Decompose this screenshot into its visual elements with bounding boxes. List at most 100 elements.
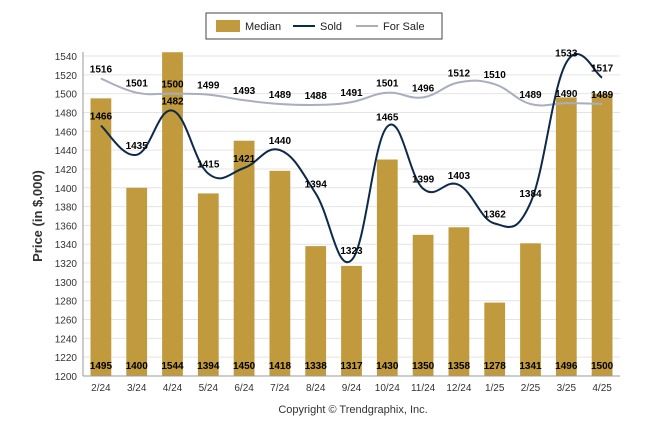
line-layer [100, 53, 603, 264]
bar-median [341, 265, 362, 376]
y-tick-label: 1340 [55, 240, 78, 251]
legend-label-median: Median [245, 21, 281, 33]
x-tick-label: 3/25 [557, 383, 577, 394]
bar-median [412, 234, 434, 376]
x-tick-label: 5/24 [199, 383, 219, 394]
bar-data-label: 1544 [161, 361, 184, 372]
bar-data-label: 1278 [484, 361, 507, 372]
bar-median [126, 187, 148, 376]
bar-data-label: 1338 [305, 361, 328, 372]
point-label-sold: 1440 [269, 136, 292, 147]
bar-data-label: 1495 [90, 361, 113, 372]
bar-data-label: 1496 [555, 361, 578, 372]
x-tick-label: 9/24 [342, 383, 362, 394]
bar-median [305, 246, 327, 376]
bar-median [162, 52, 183, 377]
line-sold [100, 53, 603, 264]
bar-median [376, 159, 398, 376]
point-label-sold: 1362 [484, 210, 507, 221]
point-label-for-sale: 1493 [233, 86, 256, 97]
y-tick-label: 1420 [55, 165, 78, 176]
point-label-sold: 1323 [340, 246, 363, 257]
bar-median [448, 227, 470, 376]
point-label-sold: 1415 [197, 160, 220, 171]
point-label-sold: 1482 [161, 97, 184, 108]
point-label-sold: 1435 [126, 141, 149, 152]
point-label-for-sale: 1516 [90, 65, 113, 76]
point-label-for-sale: 1512 [448, 68, 471, 79]
bar-median [555, 97, 577, 376]
point-label-sold: 1403 [448, 171, 471, 182]
point-label-sold: 1465 [376, 113, 399, 124]
legend-label-sold: Sold [320, 21, 342, 33]
x-tick-label: 1/25 [485, 383, 505, 394]
bar-median [591, 93, 613, 376]
x-tick-label: 12/24 [446, 383, 471, 394]
bar-data-label: 1341 [519, 361, 542, 372]
y-tick-label: 1460 [55, 127, 78, 138]
point-label-sold: 1533 [555, 49, 578, 60]
y-tick-label: 1360 [55, 221, 78, 232]
point-label-for-sale: 1489 [519, 90, 542, 101]
x-tick-label: 10/24 [375, 383, 400, 394]
bar-median [233, 140, 255, 376]
point-label-sold: 1394 [305, 179, 328, 190]
bar-data-label: 1430 [376, 361, 399, 372]
point-label-sold: 1517 [591, 64, 614, 75]
y-tick-label: 1240 [55, 334, 78, 345]
label-layer: 1495 1400 1544 1394 1450 1418 1338 1317 1430 1350… [90, 49, 614, 372]
bar-data-label: 1418 [269, 361, 292, 372]
point-label-for-sale: 1491 [340, 88, 363, 99]
y-tick-label: 1540 [55, 52, 78, 63]
x-tick-label: 7/24 [270, 383, 290, 394]
copyright-footer: Copyright © Trendgraphix, Inc. [278, 404, 427, 416]
line-for-sale [100, 77, 603, 107]
x-tick-label: 2/25 [521, 383, 541, 394]
point-label-for-sale: 1496 [412, 83, 435, 94]
legend-label-for-sale: For Sale [383, 21, 425, 33]
x-tick-label: 8/24 [306, 383, 326, 394]
axis-layer: 1200 1220 1240 1260 1280 1300 1320 1340 1360 1380… [55, 52, 620, 394]
bar-median [197, 193, 219, 376]
bar-median [520, 243, 541, 376]
y-tick-label: 1260 [55, 316, 78, 327]
y-tick-label: 1500 [55, 90, 78, 101]
point-label-for-sale: 1501 [376, 79, 399, 90]
x-tick-label: 4/24 [163, 383, 183, 394]
y-tick-label: 1480 [55, 108, 78, 119]
point-label-for-sale: 1488 [305, 91, 328, 102]
point-label-for-sale: 1489 [591, 90, 614, 101]
bar-data-label: 1350 [412, 361, 435, 372]
point-label-sold: 1399 [412, 175, 435, 186]
legend-box [205, 12, 443, 40]
bar-data-label: 1317 [340, 361, 363, 372]
bar-data-label: 1358 [448, 361, 471, 372]
y-axis-title: Price (in $,000) [30, 170, 45, 262]
bar-median [90, 98, 112, 377]
point-label-for-sale: 1501 [126, 79, 149, 90]
y-tick-label: 1220 [55, 353, 78, 364]
point-label-sold: 1421 [233, 154, 256, 165]
point-label-sold: 1384 [519, 189, 542, 200]
bar-median [484, 302, 506, 376]
bar-data-label: 1394 [197, 361, 220, 372]
bar-data-label: 1400 [126, 361, 149, 372]
legend: Median Sold For Sale [205, 12, 443, 40]
y-tick-label: 1400 [55, 184, 78, 195]
point-label-for-sale: 1510 [484, 70, 507, 81]
x-tick-label: 3/24 [127, 383, 147, 394]
point-label-sold: 1466 [90, 112, 113, 123]
y-tick-label: 1320 [55, 259, 78, 270]
bar-layer [90, 52, 613, 377]
y-tick-label: 1300 [55, 278, 78, 289]
y-tick-label: 1440 [55, 146, 78, 157]
y-tick-label: 1200 [55, 372, 78, 383]
y-tick-label: 1520 [55, 71, 78, 82]
y-tick-label: 1380 [55, 203, 78, 214]
bar-median [269, 170, 291, 376]
point-label-for-sale: 1499 [197, 81, 220, 92]
x-tick-label: 11/24 [411, 383, 436, 394]
legend-swatch-median [216, 20, 240, 32]
